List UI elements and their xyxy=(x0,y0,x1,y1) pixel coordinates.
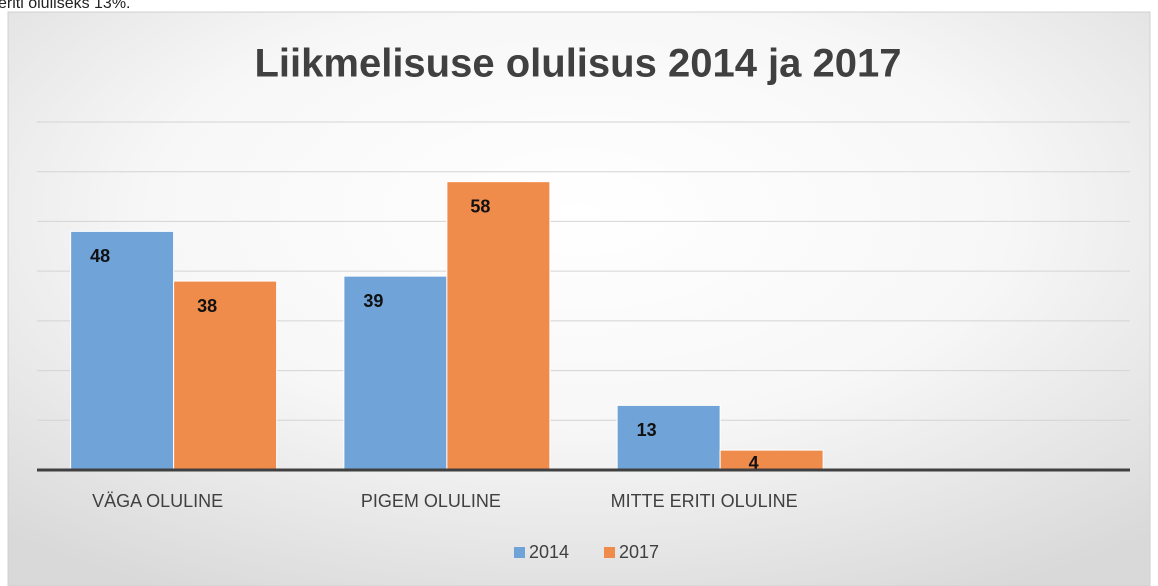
data-label: 4 xyxy=(749,453,759,473)
bar xyxy=(70,230,175,471)
chart-title: Liikmelisuse olulisus 2014 ja 2017 xyxy=(254,42,901,86)
data-label: 13 xyxy=(637,420,657,440)
bar xyxy=(616,404,721,471)
data-label: 48 xyxy=(90,246,110,266)
legend-label: 2014 xyxy=(529,542,569,562)
x-tick-label: MITTE ERITI OLULINE xyxy=(611,491,798,511)
x-tick-label: PIGEM OLULINE xyxy=(361,491,501,511)
bar xyxy=(173,280,278,471)
caption: eriti oluliseks 13%. xyxy=(0,0,131,12)
data-label: 38 xyxy=(197,296,217,316)
bar xyxy=(343,275,448,471)
bar xyxy=(446,181,551,471)
legend-label: 2017 xyxy=(619,542,659,562)
legend-swatch xyxy=(514,547,525,558)
x-tick-label: VÄGA OLULINE xyxy=(92,491,223,511)
data-label: 58 xyxy=(470,196,490,216)
data-label: 39 xyxy=(363,291,383,311)
legend-swatch xyxy=(604,547,615,558)
bar xyxy=(719,449,824,471)
